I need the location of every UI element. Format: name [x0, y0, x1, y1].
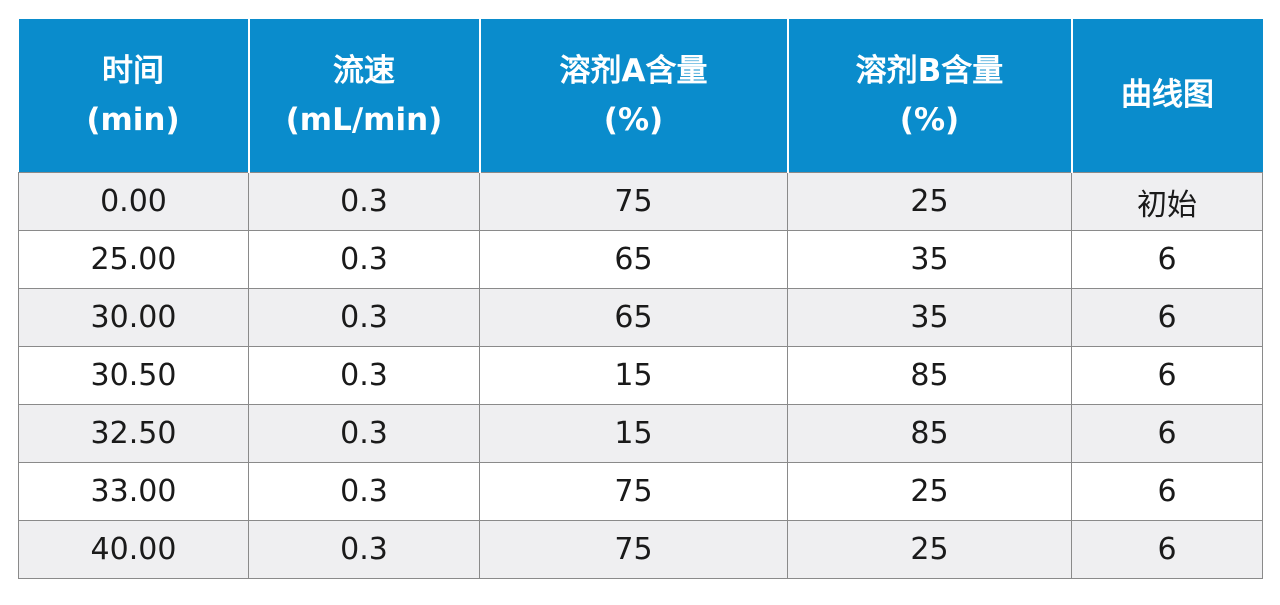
cell-curve: 6: [1071, 288, 1263, 347]
column-header-solvent-b: 溶剂B含量 (%): [786, 19, 1072, 173]
column-header-unit: (min): [86, 101, 180, 138]
cell-time: 30.50: [18, 346, 249, 405]
cell-curve: 6: [1071, 230, 1263, 289]
cell-curve: 初始: [1071, 172, 1263, 231]
cell-solvent-a: 75: [479, 172, 788, 231]
column-header-label: 溶剂A含量: [559, 52, 708, 89]
column-header-time: 时间 (min): [18, 19, 249, 173]
cell-time: 32.50: [18, 404, 249, 463]
cell-curve: 6: [1071, 462, 1263, 521]
column-header-flow-rate: 流速 (mL/min): [247, 19, 480, 173]
cell-solvent-a: 75: [479, 462, 788, 521]
cell-flow-rate: 0.3: [248, 172, 480, 231]
cell-flow-rate: 0.3: [248, 346, 480, 405]
gradient-table: 时间 (min) 流速 (mL/min) 溶剂A含量 (%) 溶剂B含量 (%)…: [18, 19, 1263, 579]
cell-solvent-b: 25: [787, 520, 1072, 579]
table-row: 30.00 0.3 65 35 6: [18, 288, 1263, 347]
cell-solvent-a: 65: [479, 230, 788, 289]
column-header-curve: 曲线图: [1070, 19, 1263, 173]
cell-solvent-b: 35: [787, 230, 1072, 289]
column-header-label: 时间: [102, 52, 164, 89]
cell-flow-rate: 0.3: [248, 404, 480, 463]
cell-solvent-b: 25: [787, 172, 1072, 231]
cell-solvent-a: 65: [479, 288, 788, 347]
cell-time: 30.00: [18, 288, 249, 347]
cell-solvent-b: 85: [787, 346, 1072, 405]
cell-solvent-a: 75: [479, 520, 788, 579]
gradient-table-container: 时间 (min) 流速 (mL/min) 溶剂A含量 (%) 溶剂B含量 (%)…: [18, 19, 1263, 579]
cell-time: 33.00: [18, 462, 249, 521]
column-header-unit: (%): [899, 101, 960, 138]
table-row: 25.00 0.3 65 35 6: [18, 230, 1263, 289]
cell-flow-rate: 0.3: [248, 288, 480, 347]
cell-time: 0.00: [18, 172, 249, 231]
header-row: 时间 (min) 流速 (mL/min) 溶剂A含量 (%) 溶剂B含量 (%)…: [18, 19, 1263, 173]
cell-time: 40.00: [18, 520, 249, 579]
column-header-label: 曲线图: [1121, 77, 1214, 113]
table-row: 0.00 0.3 75 25 初始: [18, 172, 1263, 231]
table-row: 32.50 0.3 15 85 6: [18, 404, 1263, 463]
cell-solvent-a: 15: [479, 404, 788, 463]
column-header-label: 流速: [333, 52, 395, 89]
column-header-unit: (mL/min): [285, 101, 443, 138]
column-header-label: 溶剂B含量: [855, 52, 1004, 89]
table-row: 30.50 0.3 15 85 6: [18, 346, 1263, 405]
cell-solvent-b: 25: [787, 462, 1072, 521]
table-body: 0.00 0.3 75 25 初始 25.00 0.3 65 35 6 30.00 0.3 65 35 6 3…: [18, 172, 1263, 579]
cell-curve: 6: [1071, 520, 1263, 579]
column-header-unit: (%): [603, 101, 664, 138]
cell-flow-rate: 0.3: [248, 462, 480, 521]
cell-curve: 6: [1071, 404, 1263, 463]
table-row: 33.00 0.3 75 25 6: [18, 462, 1263, 521]
cell-solvent-a: 15: [479, 346, 788, 405]
table-row: 40.00 0.3 75 25 6: [18, 520, 1263, 579]
column-header-solvent-a: 溶剂A含量 (%): [478, 19, 788, 173]
cell-flow-rate: 0.3: [248, 230, 480, 289]
cell-flow-rate: 0.3: [248, 520, 480, 579]
cell-time: 25.00: [18, 230, 249, 289]
cell-solvent-b: 85: [787, 404, 1072, 463]
table-header: 时间 (min) 流速 (mL/min) 溶剂A含量 (%) 溶剂B含量 (%)…: [18, 19, 1263, 173]
cell-curve: 6: [1071, 346, 1263, 405]
cell-solvent-b: 35: [787, 288, 1072, 347]
